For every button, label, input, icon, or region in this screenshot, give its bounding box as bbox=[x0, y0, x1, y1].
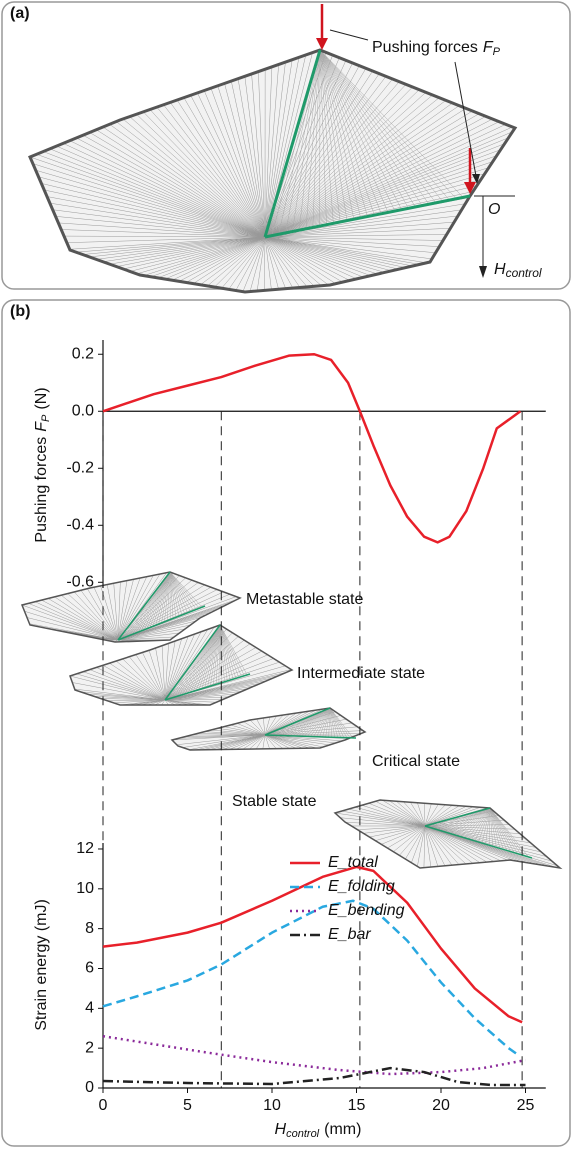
leader-line bbox=[330, 30, 368, 40]
arrow-head bbox=[316, 38, 328, 50]
y-tick-label: 0 bbox=[85, 1079, 94, 1096]
state-label: Stable state bbox=[232, 793, 317, 810]
legend-label: E_folding bbox=[328, 878, 395, 895]
y-tick-label: 10 bbox=[76, 880, 94, 897]
series-line bbox=[103, 867, 522, 1022]
y-axis-label: Pushing forcesFP(N) bbox=[33, 387, 52, 542]
state-label: Intermediate state bbox=[297, 665, 425, 682]
y-tick-label: 12 bbox=[76, 840, 94, 857]
state-label: Metastable state bbox=[246, 591, 364, 608]
x-tick-label: 20 bbox=[432, 1097, 450, 1114]
y-tick-label: 6 bbox=[85, 960, 94, 977]
y-tick-label: 0.0 bbox=[72, 402, 94, 419]
y-tick-label: 0.2 bbox=[72, 345, 94, 362]
x-tick-label: 5 bbox=[183, 1097, 192, 1114]
legend-label: E_bending bbox=[328, 902, 405, 919]
state-label: Critical state bbox=[372, 753, 460, 770]
legend-label: E_bar bbox=[328, 926, 371, 943]
x-tick-label: 25 bbox=[517, 1097, 535, 1114]
y-tick-label: 2 bbox=[85, 1039, 94, 1056]
legend-label: E_total bbox=[328, 854, 378, 871]
x-tick-label: 10 bbox=[263, 1097, 281, 1114]
y-tick-label: -0.4 bbox=[66, 517, 94, 534]
origin-label: O bbox=[488, 201, 500, 218]
y-tick-label: 8 bbox=[85, 920, 94, 937]
y-tick-label: 4 bbox=[85, 1000, 94, 1017]
series-line bbox=[103, 901, 517, 1054]
panel-label: (b) bbox=[10, 303, 30, 320]
y-tick-label: -0.6 bbox=[66, 574, 94, 591]
x-axis-label: Hcontrol(mm) bbox=[275, 1121, 362, 1140]
series-line bbox=[103, 1036, 526, 1074]
series-line bbox=[103, 354, 520, 542]
figure: (a) (b) Pushing forcesFP O Hcontrol Push… bbox=[0, 0, 573, 1150]
x-tick-label: 15 bbox=[348, 1097, 366, 1114]
x-tick-label: 0 bbox=[99, 1097, 108, 1114]
panel-label: (a) bbox=[10, 5, 30, 22]
h-label: Hcontrol bbox=[494, 261, 542, 280]
arrow-head bbox=[479, 266, 487, 278]
y-axis-label: Strain energy (mJ) bbox=[33, 899, 50, 1031]
y-tick-label: -0.2 bbox=[66, 459, 94, 476]
